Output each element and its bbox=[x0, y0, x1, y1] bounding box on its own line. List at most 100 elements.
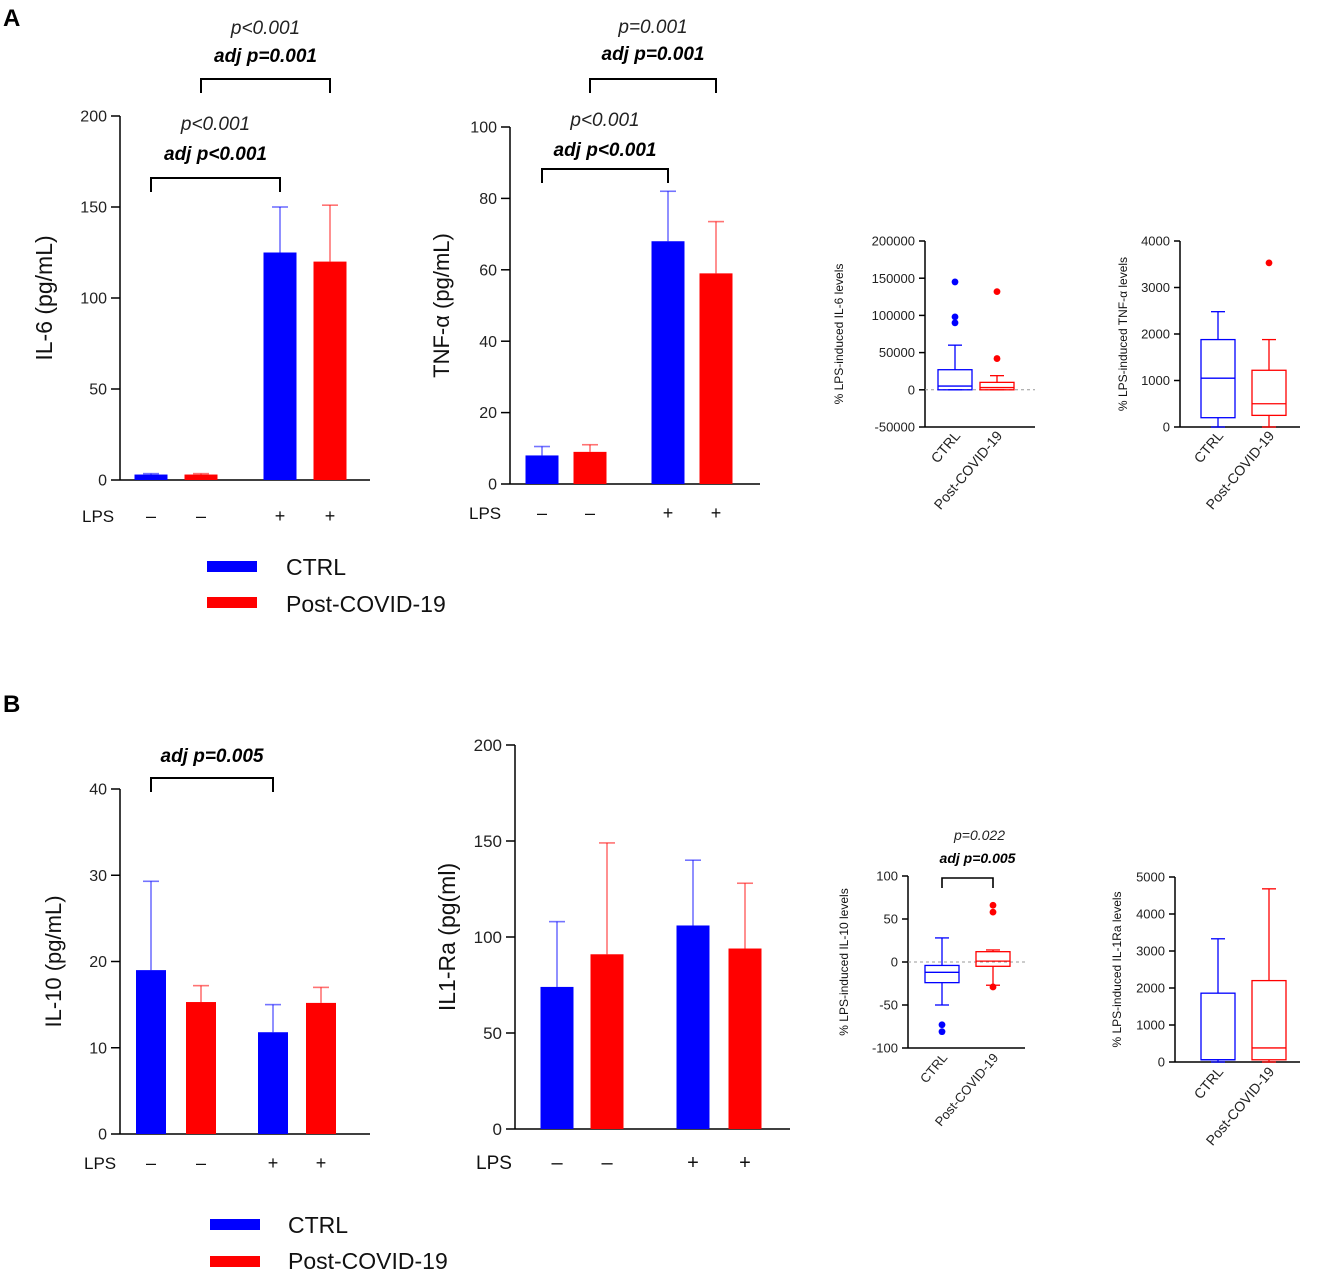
il6_box-box-1 bbox=[937, 369, 973, 391]
il1ra_box-category-label: CTRL bbox=[1191, 1063, 1227, 1101]
legend-b-post-swatch bbox=[210, 1256, 260, 1267]
il10-y-axis-title: IL-10 (pg/mL) bbox=[41, 895, 66, 1027]
il6_box-outlier-point bbox=[951, 278, 959, 286]
legend-a: CTRL Post-COVID-19 bbox=[207, 554, 446, 617]
il10-ytick-label: 0 bbox=[98, 1127, 107, 1144]
il6_box-ytick-label: 200000 bbox=[872, 234, 915, 249]
tnf-lps-label: LPS bbox=[469, 504, 501, 523]
il1ra_box-ytick-label: 5000 bbox=[1136, 870, 1165, 885]
il1ra-bar-2 bbox=[590, 954, 624, 1129]
il6_box-ytick-label: 100000 bbox=[872, 308, 915, 323]
il6-lps-sign: + bbox=[275, 506, 286, 526]
tnf-ytick-label: 40 bbox=[479, 334, 497, 351]
il1ra_box-ytick-label: 3000 bbox=[1136, 944, 1165, 959]
il10_box-category-label: CTRL bbox=[917, 1050, 950, 1086]
il1ra-lps-sign: + bbox=[739, 1152, 751, 1174]
legend-a-post-swatch bbox=[207, 597, 257, 608]
tnf-y-axis-title: TNF-α (pg/mL) bbox=[429, 233, 454, 378]
il6_box-outlier-point bbox=[993, 355, 1001, 362]
legend-b-ctrl-swatch bbox=[210, 1219, 260, 1230]
il10-ytick-label: 40 bbox=[89, 782, 107, 799]
tnf-adj-p-value: adj p=0.001 bbox=[602, 44, 705, 65]
legend-a-ctrl-swatch bbox=[207, 561, 257, 572]
il6-significance-bracket bbox=[150, 177, 281, 192]
tnf-p-value: p=0.001 bbox=[617, 17, 687, 38]
il10-lps-sign: – bbox=[196, 1153, 206, 1173]
il10-bar-4 bbox=[306, 1002, 336, 1134]
il6-p-value: p<0.001 bbox=[230, 18, 300, 39]
il6_box-ytick-label: -50000 bbox=[875, 420, 915, 435]
panel-label-a: A bbox=[3, 5, 20, 32]
tnf_box-ytick-label: 3000 bbox=[1141, 280, 1170, 295]
il6-y-axis-title: IL-6 (pg/mL) bbox=[31, 235, 57, 360]
il10-ytick-label: 10 bbox=[89, 1040, 107, 1057]
il1ra-bar-4 bbox=[728, 948, 762, 1129]
il10-bar-3 bbox=[258, 1032, 288, 1134]
il1ra-ytick-label: 100 bbox=[474, 928, 502, 947]
il1ra_box-box-1 bbox=[1200, 992, 1236, 1061]
il10-ytick-label: 30 bbox=[89, 868, 107, 885]
tnf-significance-bracket bbox=[541, 168, 669, 183]
il1ra-y-axis-title: IL1-Ra (pg(ml) bbox=[434, 863, 460, 1011]
il10_box-ytick-label: -50 bbox=[879, 998, 898, 1013]
il10_box-box-2 bbox=[975, 951, 1011, 967]
il1ra-ytick-label: 150 bbox=[474, 832, 502, 851]
il6_box-outlier-point bbox=[951, 319, 959, 327]
il1ra_box-ytick-label: 0 bbox=[1158, 1055, 1165, 1070]
il6_box-ytick-label: 150000 bbox=[872, 271, 915, 286]
il10_box-significance-bracket bbox=[941, 877, 994, 888]
il6_box-ytick-label: 0 bbox=[908, 382, 915, 397]
tnf-lps-sign: – bbox=[537, 503, 547, 523]
il1ra_box-y-axis-title: % LPS-induced IL-1Ra levels bbox=[1110, 891, 1124, 1047]
il6-bar-4 bbox=[313, 261, 347, 480]
il6-adj-p-value: adj p<0.001 bbox=[164, 144, 267, 165]
tnf-bar-1 bbox=[525, 455, 559, 484]
il6-ytick-label: 150 bbox=[80, 200, 107, 217]
il6_box-ytick-label: 50000 bbox=[879, 345, 915, 360]
il1ra_box-ytick-label: 1000 bbox=[1136, 1018, 1165, 1033]
tnf-significance-bracket bbox=[589, 78, 717, 93]
il10-lps-label: LPS bbox=[84, 1154, 116, 1173]
legend-a-ctrl-label: CTRL bbox=[286, 554, 346, 580]
il6_box-box-2 bbox=[979, 381, 1015, 391]
il10_box-outlier-point bbox=[938, 1028, 946, 1036]
il10_box-ytick-label: 100 bbox=[876, 869, 898, 884]
il6_box-category-label: CTRL bbox=[928, 427, 964, 465]
legend-b-ctrl-label: CTRL bbox=[288, 1212, 348, 1238]
il10_box-ytick-label: -100 bbox=[872, 1041, 898, 1056]
il10-bar-2 bbox=[186, 1002, 216, 1134]
il6-ytick-label: 200 bbox=[80, 109, 107, 126]
tnf-adj-p-value: adj p<0.001 bbox=[554, 140, 657, 161]
il1ra-bar-1 bbox=[540, 986, 574, 1129]
il10_box-outlier-point bbox=[989, 983, 997, 991]
il1ra_box-ytick-label: 2000 bbox=[1136, 981, 1165, 996]
il6-ytick-label: 0 bbox=[98, 473, 107, 490]
il6-lps-sign: – bbox=[146, 506, 156, 526]
il10-bar-1 bbox=[136, 970, 166, 1134]
il1ra-ytick-label: 0 bbox=[493, 1120, 502, 1139]
il10_box-ytick-label: 0 bbox=[891, 955, 898, 970]
tnf-ytick-label: 20 bbox=[479, 405, 497, 422]
tnf-lps-sign: – bbox=[585, 503, 595, 523]
il10_box-box-1 bbox=[924, 964, 960, 984]
tnf_box-outlier-point bbox=[1265, 259, 1273, 267]
tnf-bar-3 bbox=[651, 241, 685, 484]
il6-bar-1 bbox=[134, 474, 168, 480]
il6-lps-sign: – bbox=[196, 506, 206, 526]
tnf_box-ytick-label: 4000 bbox=[1141, 234, 1170, 249]
tnf-lps-sign: + bbox=[663, 503, 674, 523]
il6-bar-3 bbox=[263, 252, 297, 480]
tnf-ytick-label: 100 bbox=[470, 120, 497, 137]
il6-significance-bracket bbox=[200, 78, 331, 93]
il6-ytick-label: 50 bbox=[89, 382, 107, 399]
tnf_box-category-label: CTRL bbox=[1191, 427, 1227, 465]
il10_box-adj-p-value: adj p=0.005 bbox=[940, 850, 1016, 866]
il6_box-outlier-point bbox=[993, 288, 1001, 295]
il6-adj-p-value: adj p=0.001 bbox=[214, 46, 317, 67]
il6_box-y-axis-title: % LPS-induced IL-6 levels bbox=[832, 264, 846, 405]
panel-label-b: B bbox=[3, 691, 20, 718]
il1ra-ytick-label: 50 bbox=[483, 1024, 502, 1043]
legend-a-post-label: Post-COVID-19 bbox=[286, 591, 446, 617]
il10_box-outlier-point bbox=[938, 1021, 946, 1029]
